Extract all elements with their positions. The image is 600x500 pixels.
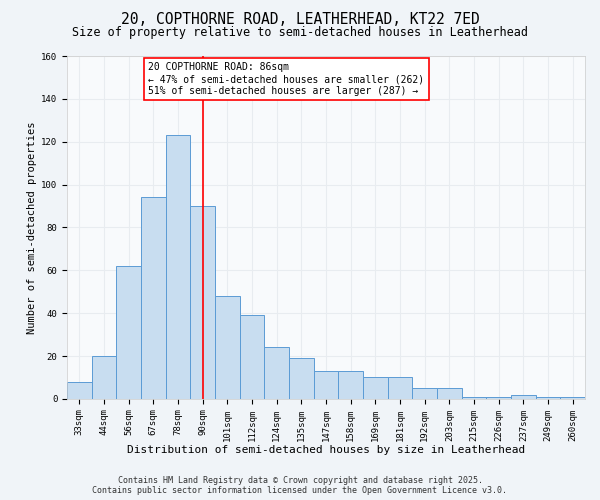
Bar [437, 388, 461, 399]
Y-axis label: Number of semi-detached properties: Number of semi-detached properties [27, 121, 37, 334]
Bar [536, 396, 560, 399]
Bar [338, 371, 363, 399]
Bar [314, 371, 338, 399]
Bar [412, 388, 437, 399]
Bar [116, 266, 141, 399]
Bar [166, 136, 190, 399]
Bar [190, 206, 215, 399]
Bar [363, 378, 388, 399]
Bar [67, 382, 92, 399]
Bar [265, 348, 289, 399]
Bar [388, 378, 412, 399]
Bar [141, 198, 166, 399]
Bar [511, 394, 536, 399]
Text: Contains HM Land Registry data © Crown copyright and database right 2025.
Contai: Contains HM Land Registry data © Crown c… [92, 476, 508, 495]
Text: 20, COPTHORNE ROAD, LEATHERHEAD, KT22 7ED: 20, COPTHORNE ROAD, LEATHERHEAD, KT22 7E… [121, 12, 479, 28]
Text: Size of property relative to semi-detached houses in Leatherhead: Size of property relative to semi-detach… [72, 26, 528, 39]
Bar [487, 396, 511, 399]
Bar [239, 316, 265, 399]
Bar [92, 356, 116, 399]
Bar [215, 296, 239, 399]
Text: 20 COPTHORNE ROAD: 86sqm
← 47% of semi-detached houses are smaller (262)
51% of : 20 COPTHORNE ROAD: 86sqm ← 47% of semi-d… [148, 62, 425, 96]
Bar [289, 358, 314, 399]
X-axis label: Distribution of semi-detached houses by size in Leatherhead: Distribution of semi-detached houses by … [127, 445, 525, 455]
Bar [560, 396, 585, 399]
Bar [461, 396, 487, 399]
